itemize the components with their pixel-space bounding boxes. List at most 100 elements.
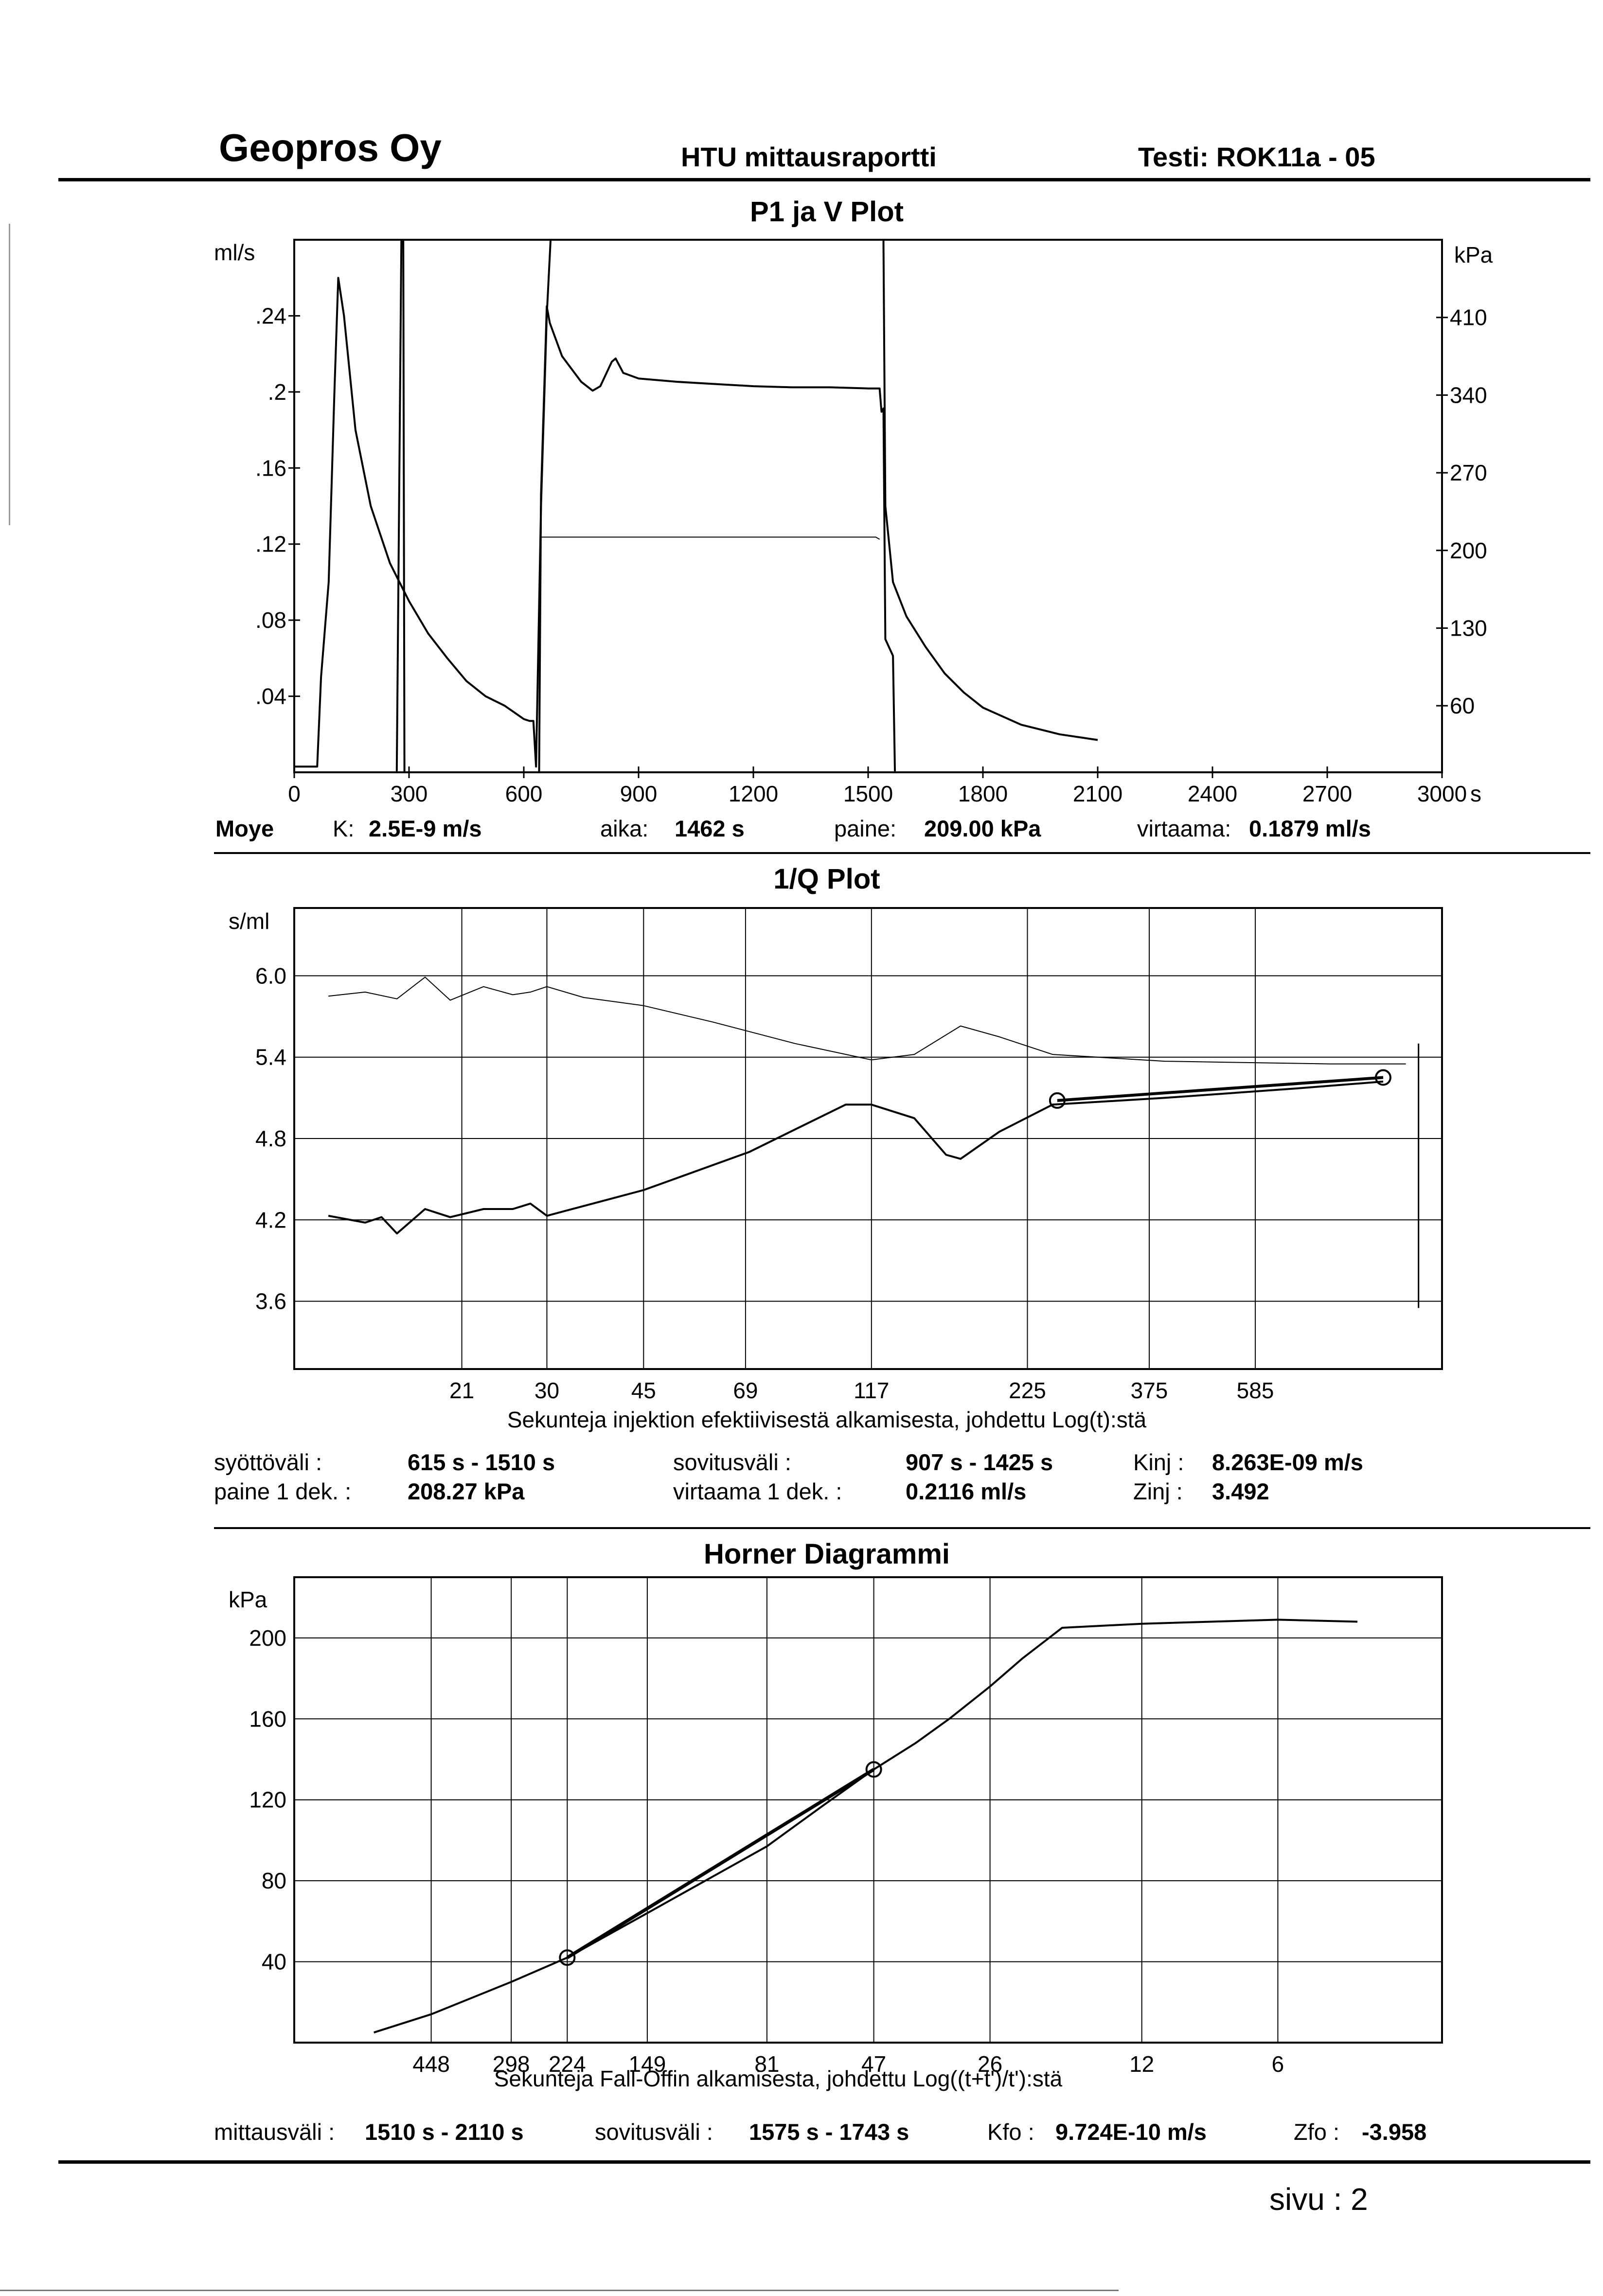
q-plot: 1/Q Plot s/ml 6.0 5.4 4.8 4.2 3.6 21 30 45 69 117… <box>229 863 1443 1432</box>
inj-virtaama-label: virtaama 1 dek. : <box>673 1478 842 1504</box>
q-x-tick-label-7: 585 <box>1237 1378 1274 1403</box>
fo-sovitusvali-value: 1575 s - 1743 s <box>749 2119 909 2145</box>
p1-frame <box>293 239 1443 773</box>
moye-k-label: K: <box>333 816 355 841</box>
inj-sovitusvali-label: sovitusväli : <box>673 1449 791 1475</box>
horner-title: Horner Diagrammi <box>704 1538 950 1570</box>
p1-right-tick-label-0: 410 <box>1450 305 1487 330</box>
p1-x-tick-label-1: 300 <box>391 781 428 806</box>
zinj-value: 3.492 <box>1212 1478 1269 1504</box>
horner-y-tick-label-3: 80 <box>262 1868 286 1893</box>
q-xlabel: Sekunteja injektion efektiivisestä alkam… <box>507 1407 1147 1432</box>
horner-y-tick-label-4: 40 <box>262 1949 286 1975</box>
p1-plot: P1 ja V Plot ml/s kPa .24 .2 .16 .12 .08 .04 4… <box>214 196 1493 806</box>
moye-paine-value: 209.00 kPa <box>924 816 1041 841</box>
report-title: HTU mittausraportti <box>681 142 937 172</box>
header-rule <box>58 178 1590 181</box>
q-series-0 <box>328 977 1406 1065</box>
kinj-value: 8.263E-09 m/s <box>1212 1449 1363 1475</box>
p1-right-unit: kPa <box>1454 242 1493 267</box>
p1-x-tick-label-5: 1500 <box>843 781 893 806</box>
p1-right-tick-label-3: 200 <box>1450 538 1487 563</box>
moye-label: Moye <box>215 816 274 841</box>
q-x-tick-label-3: 69 <box>733 1378 758 1403</box>
q-x-tick-label-1: 30 <box>534 1378 559 1403</box>
moye-aika-value: 1462 s <box>675 816 745 841</box>
q-x-tick-label-0: 21 <box>449 1378 474 1403</box>
moye-aika-label: aika: <box>600 816 649 841</box>
horner-x-tick-label-7: 12 <box>1129 2051 1154 2077</box>
q-y-tick-label-2: 4.8 <box>255 1126 286 1151</box>
p1-x-tick-label-3: 900 <box>620 781 658 806</box>
q-title: 1/Q Plot <box>773 863 880 895</box>
q-series-1 <box>328 1080 1384 1235</box>
mittausvali-label: mittausväli : <box>214 2119 335 2145</box>
footer-rule <box>58 2160 1590 2164</box>
p1-title: P1 ja V Plot <box>750 196 904 228</box>
q-fit-marker-0 <box>1049 1092 1066 1109</box>
q-y-tick-label-4: 3.6 <box>255 1289 286 1314</box>
p1-x-tick-label-6: 1800 <box>958 781 1008 806</box>
horner-x-tick-label-4: 81 <box>754 2051 779 2077</box>
horner-series-1 <box>566 1768 875 1959</box>
horner-x-tick-label-6: 26 <box>978 2051 1002 2077</box>
horner-x-tick-label-0: 448 <box>412 2051 450 2077</box>
kfo-label: Kfo : <box>987 2119 1034 2145</box>
section-rule-2 <box>214 1527 1590 1529</box>
q-x-tick-label-6: 375 <box>1131 1378 1168 1403</box>
inj-paine-value: 208.27 kPa <box>408 1478 525 1504</box>
horner-x-tick-label-1: 298 <box>493 2051 530 2077</box>
p1-series-1 <box>294 239 896 773</box>
page-number: sivu : 2 <box>1269 2182 1368 2217</box>
p1-right-tick-label-5: 60 <box>1450 693 1475 718</box>
p1-x-tick-label-10: 3000 <box>1417 781 1467 806</box>
p1-series-2 <box>541 536 880 540</box>
p1-left-tick-label-1: .2 <box>268 379 286 405</box>
p1-left-tick-label-5: .04 <box>255 684 286 709</box>
q-y-tick-label-0: 6.0 <box>255 963 286 988</box>
inj-virtaama-value: 0.2116 ml/s <box>906 1478 1027 1504</box>
p1-right-tick-label-4: 130 <box>1450 615 1487 641</box>
q-x-tick-label-5: 225 <box>1009 1378 1046 1403</box>
company-name: Geopros Oy <box>219 126 442 169</box>
horner-plot: Horner Diagrammi kPa 200 160 120 80 40 448 298… <box>229 1538 1443 2091</box>
zfo-value: -3.958 <box>1362 2119 1427 2145</box>
q-x-tick-label-2: 45 <box>631 1378 656 1403</box>
syottovali-value: 615 s - 1510 s <box>408 1449 555 1475</box>
left-edge-mark <box>9 224 10 525</box>
moye-virtaama-label: virtaama: <box>1137 816 1231 841</box>
p1-x-tick-label-4: 1200 <box>729 781 778 806</box>
mittausvali-value: 1510 s - 2110 s <box>365 2119 524 2145</box>
q-y-tick-label-3: 4.2 <box>255 1207 286 1232</box>
p1-x-tick-label-9: 2700 <box>1302 781 1352 806</box>
p1-series-0 <box>294 239 1098 768</box>
moye-virtaama-value: 0.1879 ml/s <box>1249 816 1371 841</box>
kfo-value: 9.724E-10 m/s <box>1055 2119 1207 2145</box>
p1-x-tick-label-0: 0 <box>288 781 301 806</box>
horner-frame <box>293 1576 1443 2044</box>
section-rule-1 <box>214 852 1590 854</box>
bottom-edge-line <box>0 2290 1119 2291</box>
moye-k-value: 2.5E-9 m/s <box>369 816 482 841</box>
p1-x-tick-label-8: 2400 <box>1188 781 1237 806</box>
zinj-label: Zinj : <box>1133 1478 1183 1504</box>
q-y-tick-label-1: 5.4 <box>255 1045 286 1070</box>
horner-y-tick-label-1: 160 <box>249 1706 286 1731</box>
horner-fit-marker-0 <box>559 1949 576 1966</box>
inj-sovitusvali-value: 907 s - 1425 s <box>906 1449 1053 1475</box>
q-series-2 <box>1057 1076 1384 1102</box>
horner-y-tick-label-2: 120 <box>249 1787 286 1813</box>
p1-right-tick-label-2: 270 <box>1450 460 1487 485</box>
inj-paine-label: paine 1 dek. : <box>214 1478 352 1504</box>
moye-paine-label: paine: <box>834 816 897 841</box>
horner-y-tick-label-0: 200 <box>249 1625 286 1651</box>
p1-left-tick-label-0: .24 <box>255 303 286 328</box>
test-id: Testi: ROK11a - 05 <box>1138 142 1375 172</box>
horner-x-tick-label-2: 224 <box>549 2051 586 2077</box>
horner-x-tick-label-5: 47 <box>861 2051 886 2077</box>
p1-x-tick-label-7: 2100 <box>1073 781 1122 806</box>
p1-left-tick-label-2: .16 <box>255 455 286 481</box>
kinj-label: Kinj : <box>1133 1449 1184 1475</box>
horner-x-tick-label-8: 6 <box>1272 2051 1284 2077</box>
horner-series-0 <box>374 1619 1358 2034</box>
